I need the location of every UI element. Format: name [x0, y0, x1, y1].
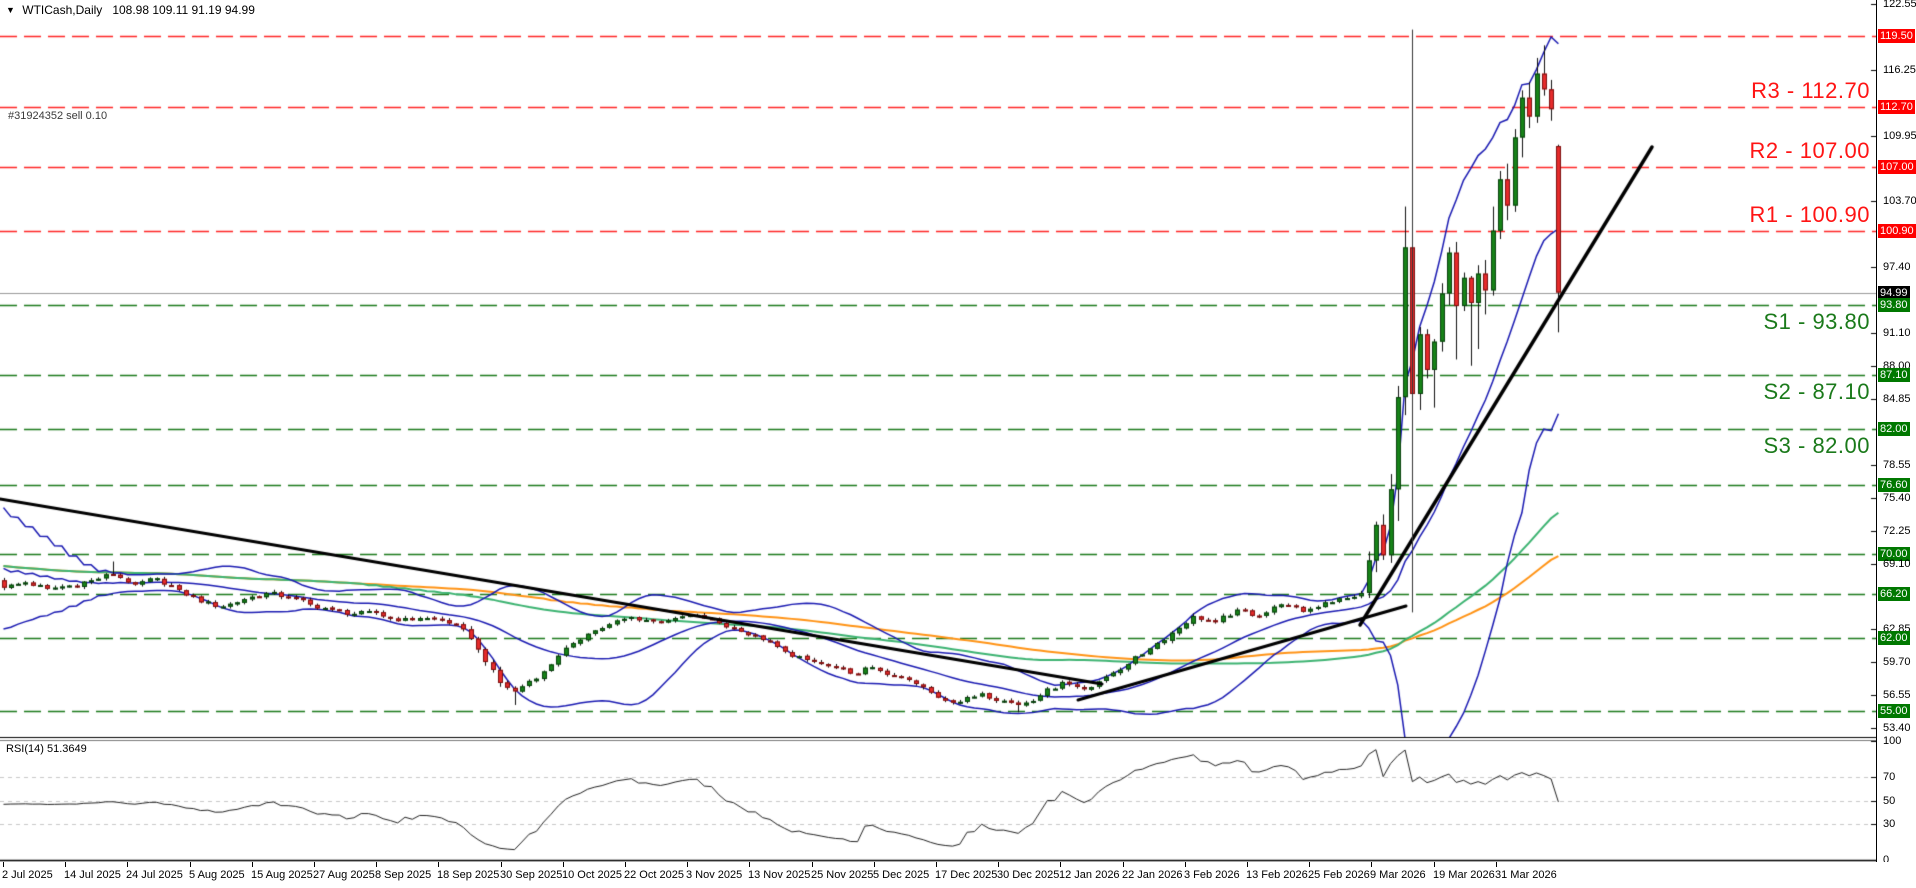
date-axis-label: 27 Aug 2025	[313, 862, 375, 881]
price-axis-tick: 59.70	[1883, 656, 1911, 668]
date-axis-label: 19 Mar 2026	[1433, 862, 1495, 881]
date-axis-label: 13 Nov 2025	[748, 862, 811, 881]
date-axis-label: 9 Mar 2026	[1370, 862, 1426, 881]
price-axis-tick: 116.25	[1883, 64, 1916, 76]
price-axis-badge: 66.20	[1878, 587, 1910, 601]
date-axis-label: 22 Jan 2026	[1122, 862, 1183, 881]
date-axis-label: 5 Aug 2025	[189, 862, 245, 881]
date-axis-label: 3 Nov 2025	[686, 862, 743, 881]
price-axis-badge: 55.00	[1878, 704, 1910, 718]
date-axis-label: 25 Nov 2025	[811, 862, 874, 881]
rsi-axis-label: 100	[1883, 735, 1902, 747]
price-axis-badge: 94.99	[1878, 286, 1910, 300]
date-axis-label: 22 Oct 2025	[624, 862, 684, 881]
support-label: S3 - 82.00	[1763, 433, 1870, 458]
rsi-axis-label: 0	[1883, 854, 1890, 866]
price-axis-tick: 97.40	[1883, 261, 1911, 273]
price-axis-badge: 100.90	[1878, 224, 1916, 238]
rsi-axis-label: 30	[1883, 818, 1896, 830]
price-axis-badge: 119.50	[1878, 29, 1915, 43]
symbol-period-label: WTICash,Daily	[22, 3, 103, 17]
price-axis-tick: 84.85	[1883, 393, 1911, 405]
date-axis-label: 25 Feb 2026	[1308, 862, 1370, 881]
price-axis-badge: 82.00	[1878, 422, 1910, 436]
resistance-label: R2 - 107.00	[1749, 138, 1870, 163]
price-axis[interactable]: 122.55 119.50 116.25 112.70 109.95 107.00 103.…	[1876, 0, 1916, 866]
price-axis-tick: 53.40	[1883, 722, 1911, 734]
resistance-label: R1 - 100.90	[1749, 202, 1870, 227]
rsi-axis-label: 50	[1883, 795, 1896, 807]
date-axis-label: 10 Oct 2025	[562, 862, 622, 881]
triangle-down-icon: ▼	[6, 5, 15, 15]
price-axis-badge: 107.00	[1878, 160, 1916, 174]
chart-title: ▼ WTICash,Daily 108.98 109.11 91.19 94.9…	[6, 3, 255, 17]
date-axis-label: 2 Jul 2025	[2, 862, 53, 881]
resistance-label: R3 - 112.70	[1751, 78, 1870, 103]
price-axis-tick: 56.55	[1883, 689, 1911, 701]
price-chart-canvas[interactable]	[0, 0, 1876, 862]
date-axis-label: 12 Jan 2026	[1059, 862, 1120, 881]
date-axis-label: 8 Sep 2025	[375, 862, 432, 881]
price-axis-tick: 75.40	[1883, 492, 1911, 504]
price-axis-tick: 122.55	[1883, 0, 1916, 10]
support-label: S2 - 87.10	[1763, 379, 1870, 404]
price-axis-tick: 91.10	[1883, 327, 1911, 339]
date-axis-label: 31 Mar 2026	[1495, 862, 1557, 881]
price-axis-badge: 87.10	[1878, 368, 1910, 382]
date-axis-label: 14 Jul 2025	[64, 862, 121, 881]
date-axis[interactable]: 2 Jul 2025 14 Jul 2025 24 Jul 2025 5 Aug 20…	[0, 862, 1916, 888]
price-axis-tick: 103.70	[1883, 195, 1916, 207]
price-axis-badge: 76.60	[1878, 478, 1910, 492]
price-axis-tick: 69.10	[1883, 558, 1911, 570]
date-axis-label: 5 Dec 2025	[873, 862, 930, 881]
rsi-indicator-label: RSI(14) 51.3649	[6, 743, 87, 755]
date-axis-label: 15 Aug 2025	[251, 862, 313, 881]
support-label: S1 - 93.80	[1763, 309, 1870, 334]
price-axis-badge: 112.70	[1878, 100, 1915, 114]
date-axis-label: 13 Feb 2026	[1246, 862, 1308, 881]
date-axis-label: 24 Jul 2025	[126, 862, 183, 881]
ohlc-values: 108.98 109.11 91.19 94.99	[112, 3, 255, 17]
date-axis-label: 18 Sep 2025	[437, 862, 500, 881]
price-axis-tick: 78.55	[1883, 459, 1911, 471]
date-axis-label: 3 Feb 2026	[1184, 862, 1240, 881]
price-axis-tick: 109.95	[1883, 130, 1916, 142]
price-axis-badge: 93.80	[1878, 298, 1910, 312]
date-axis-label: 17 Dec 2025	[935, 862, 998, 881]
rsi-axis-label: 70	[1883, 771, 1896, 783]
date-axis-label: 30 Dec 2025	[997, 862, 1060, 881]
price-axis-badge: 70.00	[1878, 547, 1910, 561]
date-axis-label: 30 Sep 2025	[500, 862, 563, 881]
price-axis-badge: 62.00	[1878, 631, 1910, 645]
open-order-label: #31924352 sell 0.10	[8, 110, 108, 122]
price-axis-tick: 72.25	[1883, 525, 1911, 537]
